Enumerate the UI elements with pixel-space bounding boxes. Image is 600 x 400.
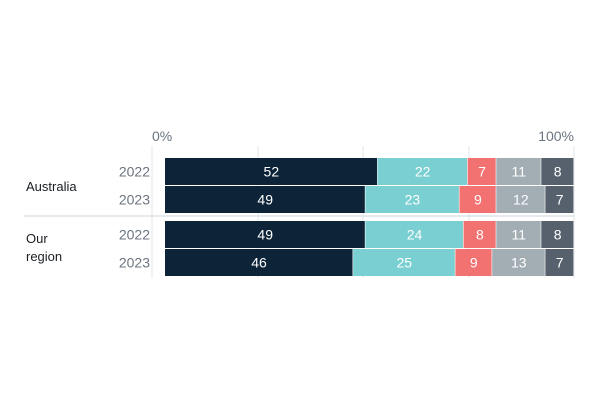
bar-segment bbox=[496, 221, 541, 248]
bar-segment bbox=[541, 158, 574, 185]
data-label: 9 bbox=[474, 192, 482, 208]
data-label: 7 bbox=[478, 164, 486, 180]
bar-segment bbox=[365, 186, 459, 213]
bar-segment bbox=[496, 186, 545, 213]
bar-segment bbox=[496, 158, 541, 185]
data-label: 49 bbox=[257, 227, 273, 243]
bar-segment bbox=[165, 249, 353, 276]
bar-segment bbox=[165, 158, 378, 185]
data-label: 46 bbox=[251, 255, 267, 271]
data-label: 11 bbox=[512, 227, 527, 243]
bar-segment bbox=[467, 158, 496, 185]
data-label: 13 bbox=[511, 255, 527, 271]
group-label: Our bbox=[26, 231, 48, 246]
data-label: 11 bbox=[512, 164, 527, 180]
data-label: 8 bbox=[476, 227, 484, 243]
data-label: 8 bbox=[554, 227, 562, 243]
data-label: 25 bbox=[396, 255, 412, 271]
bar-segment bbox=[492, 249, 545, 276]
data-label: 24 bbox=[407, 227, 423, 243]
bar-segment bbox=[463, 221, 496, 248]
data-label: 12 bbox=[513, 192, 529, 208]
data-label: 49 bbox=[257, 192, 273, 208]
x-tick-label: 100% bbox=[538, 128, 574, 144]
bar-segment bbox=[541, 221, 574, 248]
year-label: 2022 bbox=[119, 227, 150, 243]
group-label: region bbox=[26, 249, 62, 264]
bar-segment bbox=[545, 186, 574, 213]
x-tick-label: 0% bbox=[152, 128, 172, 144]
bar-segment bbox=[365, 221, 463, 248]
data-label: 7 bbox=[556, 192, 564, 208]
bar-segment bbox=[545, 249, 574, 276]
data-label: 7 bbox=[556, 255, 564, 271]
group-label: Australia bbox=[26, 179, 77, 194]
data-label: 52 bbox=[264, 164, 280, 180]
bar-segment bbox=[353, 249, 455, 276]
year-label: 2023 bbox=[119, 192, 150, 208]
data-label: 22 bbox=[415, 164, 431, 180]
bar-segment bbox=[459, 186, 496, 213]
bar-segment bbox=[165, 186, 365, 213]
bar-segment bbox=[165, 221, 365, 248]
data-label: 9 bbox=[470, 255, 478, 271]
data-label: 8 bbox=[554, 164, 562, 180]
year-label: 2022 bbox=[119, 164, 150, 180]
bar-segment bbox=[455, 249, 492, 276]
bar-segment bbox=[377, 158, 468, 185]
year-label: 2023 bbox=[119, 255, 150, 271]
data-label: 23 bbox=[405, 192, 421, 208]
